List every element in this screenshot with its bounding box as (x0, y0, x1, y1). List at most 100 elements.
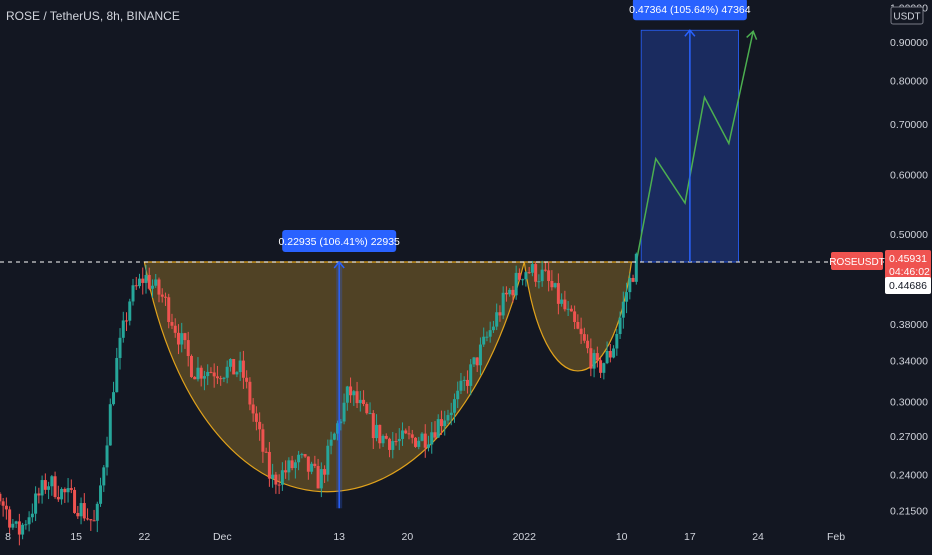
candle-body (452, 399, 456, 413)
x-tick-label: Feb (827, 531, 845, 543)
candle-body (410, 434, 414, 438)
candle-body (550, 281, 554, 288)
measurement-tools[interactable]: 0.22935 (106.41%) 22935 0.47364 (105.64%)… (278, 0, 751, 509)
candle-body (1, 501, 5, 506)
crosshair-price-tag (885, 276, 931, 294)
candle-body (589, 348, 593, 369)
candle-body (332, 433, 336, 440)
candle-body (24, 524, 28, 526)
candle-body (86, 518, 90, 520)
candle-body (251, 404, 255, 414)
candle-body (426, 444, 430, 448)
candle-body (540, 269, 544, 282)
candle-body (462, 379, 466, 381)
candle-body (14, 521, 18, 524)
candle-body (446, 415, 450, 421)
y-tick-label: 0.80000 (890, 76, 928, 88)
candle-body (456, 390, 460, 400)
candle-body (537, 281, 541, 283)
x-tick-label: 13 (333, 531, 345, 543)
candle-body (563, 299, 567, 310)
candle-body (232, 359, 236, 375)
candle-body (599, 360, 603, 373)
candle-body (199, 367, 203, 379)
candle-body (92, 520, 96, 522)
candle-body (404, 430, 408, 434)
candle-body (225, 366, 229, 378)
candle-body (362, 399, 366, 404)
candle-body (167, 297, 171, 323)
candle-body (472, 357, 476, 365)
candles (0, 252, 638, 546)
candle-body (534, 264, 538, 282)
candle-body (131, 285, 135, 302)
candle-body (521, 279, 525, 281)
candle-body (173, 325, 177, 333)
candle-body (488, 330, 492, 337)
candle-body (128, 301, 132, 321)
candle-body (287, 460, 291, 473)
candle-body (569, 308, 573, 312)
candle-body (504, 292, 508, 295)
candle-body (306, 456, 310, 472)
measure-arrowhead (684, 29, 696, 37)
candle-body (271, 474, 275, 479)
candle-body (248, 381, 252, 405)
measure-label-box[interactable] (632, 0, 747, 21)
last-price-label: 0.45931 (889, 253, 927, 265)
candle-body (433, 432, 437, 438)
candle-body (368, 413, 372, 415)
candle-body (592, 353, 596, 369)
candle-body (280, 470, 284, 485)
candle-body (73, 489, 77, 513)
candle-body (79, 503, 83, 517)
candle-body (634, 253, 638, 282)
x-tick-label: 2022 (513, 531, 537, 543)
candle-body (189, 355, 193, 377)
candle-body (154, 279, 158, 286)
candle-body (352, 391, 356, 396)
candle-body (524, 272, 528, 280)
candle-body (209, 371, 213, 373)
candle-body (115, 357, 119, 393)
candle-body (108, 404, 112, 446)
target-projection (635, 29, 758, 263)
candle-body (336, 423, 340, 434)
candle-body (449, 412, 453, 416)
symbol-title: ROSE / TetherUS, 8h, BINANCE (6, 9, 180, 23)
y-tick-label: 0.38000 (890, 319, 928, 331)
candle-body (202, 376, 206, 379)
candle-body (595, 353, 599, 361)
candle-body (50, 476, 54, 487)
candle-body (355, 391, 359, 404)
candle-body (196, 367, 200, 380)
candle-body (495, 312, 499, 327)
candle-body (76, 512, 80, 517)
y-tick-label: 0.90000 (890, 37, 928, 49)
y-tick-label: 0.21500 (890, 505, 928, 517)
candle-body (342, 402, 346, 422)
candle-body (388, 438, 392, 450)
candle-body (258, 421, 262, 430)
price-axis[interactable]: 0.21500 0.24000 0.27000 0.30000 0.34000 0.380… (829, 3, 931, 518)
candle-body (482, 336, 486, 345)
currency-badge[interactable] (890, 6, 924, 25)
candle-body (134, 285, 138, 287)
candle-body (27, 517, 31, 525)
candle-body (618, 317, 622, 335)
candle-body (407, 433, 411, 435)
candle-body (381, 435, 385, 444)
candle-body (313, 463, 317, 467)
candle-body (443, 420, 447, 427)
candle-body (384, 435, 388, 439)
candle-body (60, 488, 64, 500)
x-tick-label: 8 (5, 531, 11, 543)
candle-body (485, 336, 489, 338)
time-axis[interactable]: 8 15 22 Dec 13 20 2022 10 17 24 Feb (5, 531, 845, 543)
candle-body (501, 292, 505, 316)
candle-body (511, 289, 515, 296)
candle-body (163, 296, 167, 298)
measure-label-box[interactable] (282, 230, 397, 252)
